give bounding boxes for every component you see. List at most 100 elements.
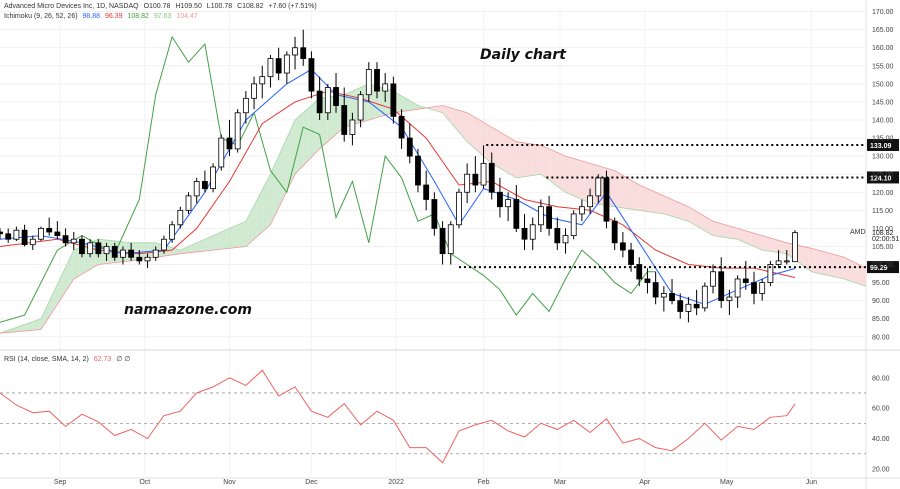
cloud-segment [663,195,667,215]
cloud-segment [652,191,656,213]
cloud-segment [314,100,317,155]
cloud-segment [773,238,776,253]
cloud-segment [499,132,503,170]
cloud-segment [303,110,306,166]
cloud-segment [540,145,544,177]
last-price-axis-label: 108.82 [872,230,894,237]
price-level-label: 124.10 [870,175,892,182]
candle-body [144,256,151,262]
candle-body [652,282,659,298]
candle-body [333,87,339,106]
candle-body [169,224,176,240]
rsi-legend: RSI (14, close, SMA, 14, 2) 62.73 ∅ ∅ [4,355,133,363]
cloud-segment [669,198,673,217]
candle-body [29,238,36,246]
cloud-segment [445,106,449,120]
candle-body [283,54,290,74]
cloud-segment [855,262,858,284]
cloud-segment [76,247,80,278]
cloud-segment [144,242,148,259]
cloud-segment [27,322,31,331]
cloud-segment [213,234,216,251]
ichimoku-cloud-layer [0,83,867,334]
candle-body [587,195,593,208]
cloud-segment [278,150,282,208]
cloud-segment [811,248,815,273]
cloud-segment [718,222,722,237]
cloud-segment [210,235,214,251]
ichimoku-value-base: 96.39 [104,13,123,20]
cloud-segment [139,242,143,260]
price-tick-label: 100.00 [872,262,894,269]
cloud-segment [35,319,39,331]
cloud-segment [510,138,514,177]
cloud-segment [486,124,490,161]
cloud-segment [191,244,194,253]
cloud-segment [494,128,498,167]
symbol-info-line: Advanced Micro Devices Inc, 1D, NASDAQ O… [4,3,320,10]
cloud-segment [562,154,566,193]
candle-body [5,233,12,240]
candle-body [677,300,684,312]
cloud-segment [363,85,367,122]
cloud-segment [636,183,640,211]
cloud-segment [387,89,391,115]
candle-body [406,137,413,157]
candle-body [242,97,249,114]
time-tick-label: Nov [223,479,236,486]
cloud-segment [696,211,700,228]
cloud-segment [803,246,806,268]
cloud-segment [789,243,793,258]
cloud-segment [622,175,626,209]
cloud-segment [579,160,582,200]
rsi-tick-label: 80.00 [872,375,890,382]
candle-body [538,206,544,226]
cloud-segment [641,186,645,212]
candle-body [423,184,430,200]
candle-body [177,209,184,226]
time-tick-label: 2022 [388,479,404,486]
candle-body [210,166,216,190]
candle-body [120,249,126,258]
cloud-segment [284,138,287,197]
cloud-segment [756,234,760,249]
candle-body [595,177,602,197]
cloud-segment [808,247,812,272]
cloud-segment [587,162,591,204]
cloud-segment [620,173,623,208]
cloud-segment [379,87,383,117]
candle-body [783,260,790,263]
cloud-segment [221,230,225,250]
candle-body [201,181,208,190]
candle-body [267,58,274,78]
open-value: O100.78 [143,3,171,10]
candles-layer [0,29,798,323]
cloud-segment [707,217,711,235]
cloud-segment [40,312,44,330]
candle-body [70,238,77,244]
candle-body [111,246,118,258]
cloud-segment [833,254,836,278]
candle-body [775,260,782,265]
rsi-value: 62.73 [93,356,112,363]
cloud-segment [743,229,746,243]
candle-body [742,278,749,283]
cloud-segment [592,164,596,204]
cloud-segment [611,169,615,207]
cloud-segment [753,233,757,248]
cloud-segment [543,146,547,179]
cloud-segment [844,257,847,280]
cloud-segment [781,241,785,254]
cloud-segment [475,117,479,152]
candle-body [21,229,28,246]
cloud-segment [786,242,790,256]
cloud-segment [234,224,238,248]
cloud-segment [516,141,520,178]
cloud-segment [519,142,522,178]
ichimoku-legend: Ichimoku (9, 26, 52, 26) 98.88 96.39 108… [4,13,201,20]
price-tick-label: 105.00 [872,244,894,251]
candle-body [300,47,307,59]
price-tick-label: 80.00 [872,334,890,341]
